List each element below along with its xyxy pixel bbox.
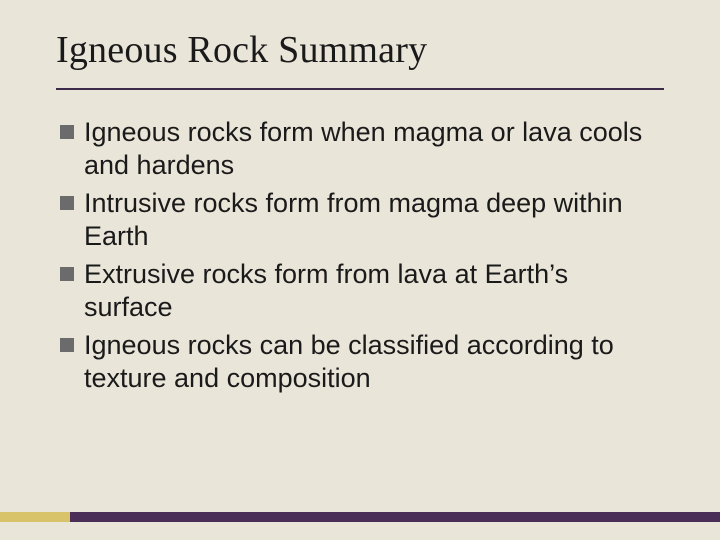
square-bullet-icon — [60, 338, 74, 352]
footer-accent-bar — [0, 512, 720, 522]
square-bullet-icon — [60, 125, 74, 139]
slide-title: Igneous Rock Summary — [56, 28, 664, 72]
list-item: Extrusive rocks form from lava at Earth’… — [60, 258, 660, 325]
list-item: Intrusive rocks form from magma deep wit… — [60, 187, 660, 254]
bullet-text: Extrusive rocks form from lava at Earth’… — [84, 258, 660, 325]
bullet-text: Igneous rocks can be classified accordin… — [84, 329, 660, 396]
list-item: Igneous rocks form when magma or lava co… — [60, 116, 660, 183]
list-item: Igneous rocks can be classified accordin… — [60, 329, 660, 396]
title-block: Igneous Rock Summary — [0, 0, 720, 82]
bullet-text: Intrusive rocks form from magma deep wit… — [84, 187, 660, 254]
slide: Igneous Rock Summary Igneous rocks form … — [0, 0, 720, 540]
bullet-list: Igneous rocks form when magma or lava co… — [0, 90, 720, 396]
square-bullet-icon — [60, 267, 74, 281]
bullet-text: Igneous rocks form when magma or lava co… — [84, 116, 660, 183]
footer-accent-right — [70, 512, 720, 522]
footer-accent-left — [0, 512, 70, 522]
square-bullet-icon — [60, 196, 74, 210]
